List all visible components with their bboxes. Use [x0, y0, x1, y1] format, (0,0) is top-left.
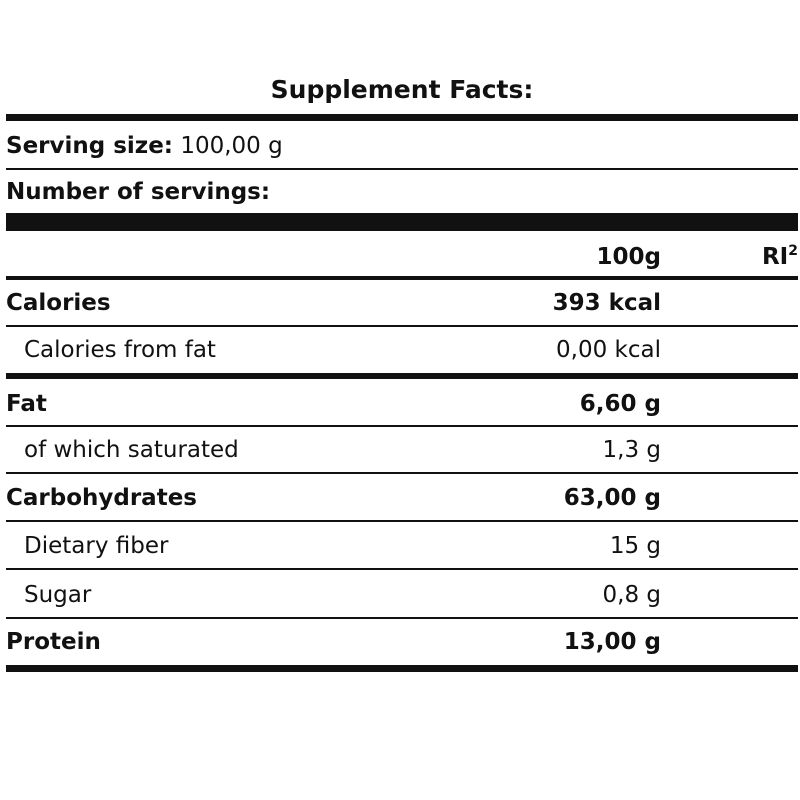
nutrient-value: 393 kcal	[552, 290, 661, 316]
serving-size-value: 100,00 g	[180, 133, 283, 159]
ri-text: RI	[761, 244, 789, 270]
rule-thick-top	[6, 114, 798, 121]
nutrient-row: Carbohydrates 63,00 g	[6, 477, 798, 519]
nutrient-row: Protein 13,00 g	[6, 621, 798, 663]
nutrient-name: Dietary fiber	[24, 533, 169, 559]
rule-thin	[6, 568, 798, 570]
nutrient-row: of which saturated 1,3 g	[6, 429, 798, 471]
ri-superscript: 2	[788, 243, 798, 259]
nutrient-name: Fat	[6, 391, 47, 417]
nutrient-value: 13,00 g	[563, 629, 661, 655]
nutrient-name: Carbohydrates	[6, 485, 197, 511]
nutrient-row: Fat 6,60 g	[6, 383, 798, 425]
nutrient-name: Protein	[6, 629, 101, 655]
nutrient-value: 15 g	[609, 533, 661, 559]
nutrient-value: 1,3 g	[602, 437, 662, 463]
column-header-100g: 100g	[596, 244, 661, 270]
rule-thin	[6, 520, 798, 522]
column-header-row: 100g RI2	[6, 236, 798, 278]
nutrient-row: Dietary fiber 15 g	[6, 525, 798, 567]
label-title: Supplement Facts:	[270, 75, 534, 104]
nutrient-name: Calories from fat	[24, 337, 216, 363]
column-header-ri: RI2	[762, 236, 798, 278]
rule-thin	[6, 425, 798, 427]
nutrient-value: 63,00 g	[563, 485, 661, 511]
nutrient-name: Calories	[6, 290, 111, 316]
nutrient-name: Sugar	[24, 582, 92, 608]
nutrient-row: Calories from fat 0,00 kcal	[6, 329, 798, 371]
serving-size-line: Serving size: 100,00 g	[6, 126, 798, 166]
rule-thin	[6, 168, 798, 170]
rule-heavy-bar	[6, 213, 798, 231]
nutrient-row: Sugar 0,8 g	[6, 574, 798, 616]
nutrient-row: Calories 393 kcal	[6, 282, 798, 324]
number-of-servings: Number of servings:	[6, 179, 271, 205]
supplement-facts-label: Supplement Facts: Serving size: 100,00 g…	[6, 0, 798, 800]
serving-size-label: Serving size:	[6, 133, 173, 159]
nutrient-value: 0,8 g	[602, 582, 662, 608]
nutrient-name: of which saturated	[24, 437, 239, 463]
rule-thick	[6, 276, 798, 280]
nutrient-value: 0,00 kcal	[556, 337, 661, 363]
rule-thick-bottom	[6, 665, 798, 672]
rule-thin	[6, 617, 798, 619]
rule-thick	[6, 373, 798, 379]
rule-thin	[6, 472, 798, 474]
rule-thin	[6, 325, 798, 327]
nutrient-value: 6,60 g	[579, 391, 661, 417]
